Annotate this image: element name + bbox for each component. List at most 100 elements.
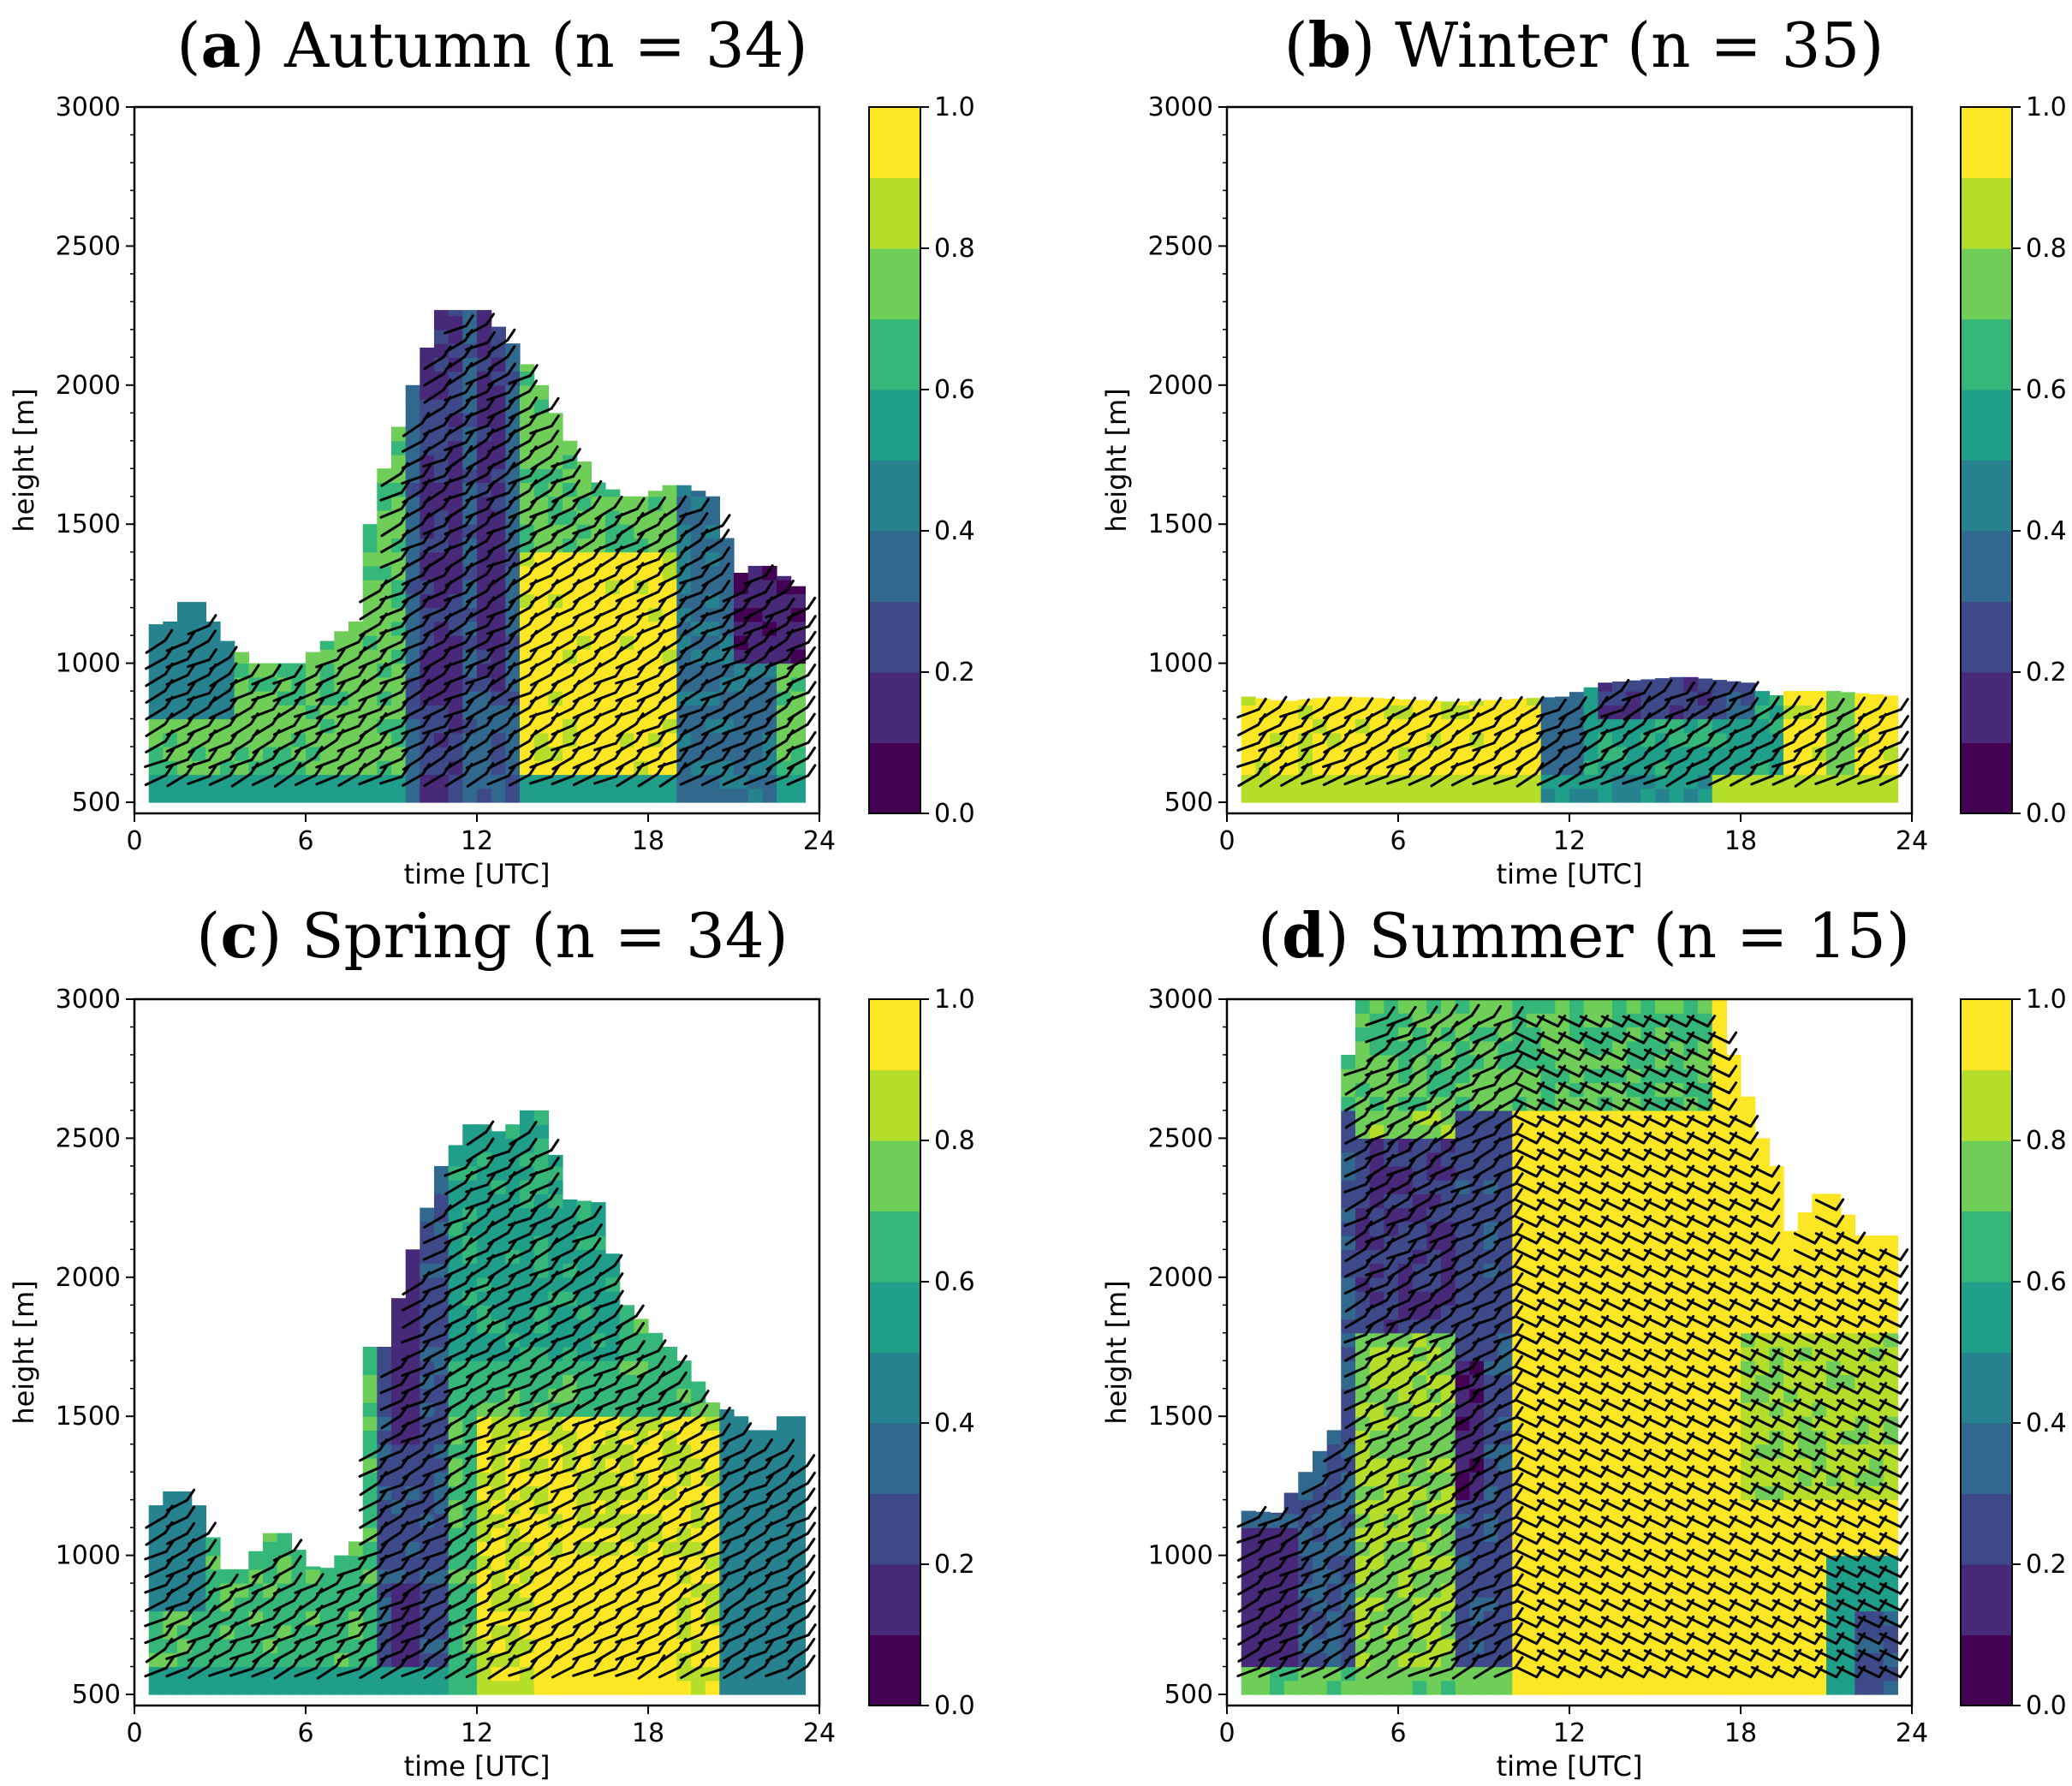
contour-cell xyxy=(391,1332,407,1348)
colorbar-tick-label: 0.6 xyxy=(2026,375,2067,405)
x-tick-label: 18 xyxy=(1724,826,1757,856)
contour-cell xyxy=(619,718,634,734)
contour-cell xyxy=(462,468,478,483)
contour-cell xyxy=(520,788,535,803)
contour-cell xyxy=(377,468,392,483)
contour-cell xyxy=(1797,788,1813,803)
colorbar-tick-label: 0.8 xyxy=(934,234,975,264)
contour-cell xyxy=(462,635,478,650)
contour-cell xyxy=(448,315,463,330)
contour-cell xyxy=(634,774,649,789)
contour-cell xyxy=(263,788,278,803)
contour-cell xyxy=(634,649,649,664)
contour-cell xyxy=(420,788,435,803)
contour-cell xyxy=(462,565,478,580)
colorbar-segment xyxy=(1961,390,2012,461)
colorbar-segment xyxy=(869,390,920,461)
contour-cell xyxy=(563,1680,578,1695)
contour-cell xyxy=(563,760,578,776)
x-axis-label: time [UTC] xyxy=(404,858,551,890)
contour-cell xyxy=(348,1680,364,1695)
contour-cell xyxy=(576,496,592,511)
contour-cell xyxy=(1640,788,1656,803)
contour-cell xyxy=(533,788,549,803)
contour-cell xyxy=(462,774,478,789)
colorbar-tick-label: 0.4 xyxy=(934,516,975,546)
contour-cell xyxy=(1313,788,1328,803)
contour-cell xyxy=(1326,788,1342,803)
contour-cell xyxy=(662,788,677,803)
contour-cell xyxy=(391,1680,407,1695)
contour-cell xyxy=(448,399,463,414)
contour-cell xyxy=(405,1263,420,1278)
contour-cell xyxy=(591,482,606,497)
contour-cell xyxy=(734,788,749,803)
contour-cell xyxy=(576,788,592,803)
contour-cell xyxy=(348,621,364,636)
contour-cell xyxy=(306,1680,321,1695)
x-tick-label: 18 xyxy=(632,826,664,856)
contour-cell xyxy=(462,1124,478,1139)
contour-cell xyxy=(377,649,392,664)
y-tick-label: 2000 xyxy=(1148,371,1213,401)
wind-barb-flag xyxy=(806,646,816,659)
contour-cell xyxy=(1241,696,1256,705)
contour-cell xyxy=(648,1666,664,1682)
contour-cell xyxy=(533,468,549,483)
contour-cell xyxy=(533,747,549,761)
contour-cell xyxy=(619,788,634,803)
contour-cell xyxy=(191,663,206,678)
contour-cell xyxy=(220,788,235,803)
contour-cell xyxy=(148,1680,164,1695)
contour-cell xyxy=(1384,788,1399,803)
wind-barb-flag xyxy=(806,1570,816,1584)
contour-cell xyxy=(762,649,777,664)
contour-cell xyxy=(377,1680,392,1695)
wind-barb-flag xyxy=(807,596,817,610)
contour-cell xyxy=(648,1680,664,1695)
contour-cell xyxy=(734,760,749,776)
contour-cell xyxy=(405,551,420,567)
wind-barb-flag xyxy=(1899,730,1909,744)
colorbar-segment xyxy=(1961,601,2012,673)
contour-cell xyxy=(434,1165,450,1181)
contour-cell xyxy=(420,649,435,664)
contour-cell xyxy=(362,538,378,553)
contour-cell xyxy=(163,1491,178,1501)
contour-cell xyxy=(420,482,435,497)
contour-cell xyxy=(391,760,407,776)
contour-cell xyxy=(1712,788,1727,803)
contour-cell xyxy=(563,440,578,455)
contour-cell xyxy=(420,1207,435,1223)
contour-cell xyxy=(391,732,407,747)
contour-cell xyxy=(420,348,435,358)
contour-cell xyxy=(491,747,506,761)
contour-cell xyxy=(777,1416,792,1431)
contour-cell xyxy=(790,586,806,594)
contour-cell xyxy=(676,718,692,734)
contour-cell xyxy=(533,399,549,414)
contour-cell xyxy=(576,580,592,594)
panel-title-a: (a) Autumn (n = 34) xyxy=(176,9,808,81)
contour-cell xyxy=(434,621,450,636)
contour-cell xyxy=(1812,788,1827,803)
y-tick-label: 1500 xyxy=(56,509,121,539)
contour-cell xyxy=(448,551,463,567)
contour-cell xyxy=(605,489,621,497)
contour-cell xyxy=(662,1680,677,1695)
contour-cell xyxy=(634,1680,649,1695)
contour-cell xyxy=(491,788,506,803)
contour-cell xyxy=(391,1305,407,1320)
contour-cell xyxy=(377,524,392,539)
contour-cell xyxy=(1612,788,1628,803)
contour-cell xyxy=(163,621,178,636)
contour-cell xyxy=(191,732,206,747)
wind-barb-flag xyxy=(1899,747,1909,761)
contour-cell xyxy=(434,371,450,386)
colorbar-segment xyxy=(869,460,920,532)
contour-cell xyxy=(420,384,435,400)
contour-cell xyxy=(319,788,335,803)
contour-cell xyxy=(477,1680,492,1695)
contour-cell xyxy=(462,524,478,539)
wind-barb-flag xyxy=(807,1589,817,1602)
